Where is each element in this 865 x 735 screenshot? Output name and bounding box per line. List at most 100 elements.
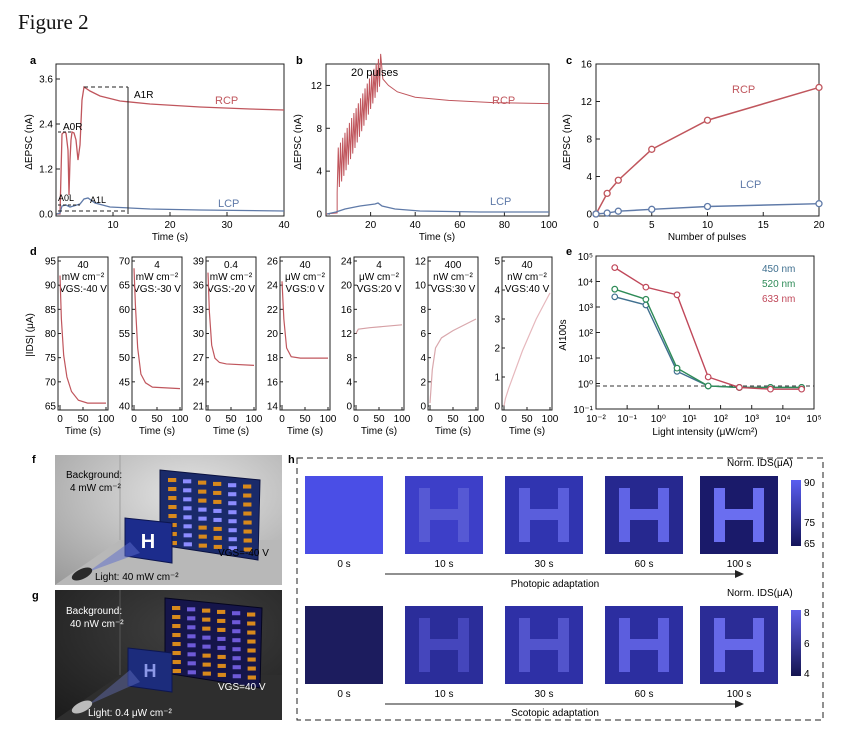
sensor-pixel — [187, 661, 196, 666]
sensor-pixel — [228, 501, 237, 506]
panel-h-frame — [296, 457, 824, 721]
panel-h-image-bg — [305, 606, 383, 684]
sensor-pixel — [198, 525, 207, 530]
panel-c-point-lcp — [614, 207, 622, 215]
panel-h-letter-right — [558, 488, 569, 542]
sensor-pixel — [217, 645, 226, 650]
panel-a-ytick-label: 3.6 — [39, 75, 53, 86]
panel-a-lcp-label: LCP — [218, 198, 239, 210]
panel-a-a0r: A0R — [63, 122, 82, 133]
sensor-pixel — [198, 507, 207, 512]
panel-h-bottom-scale-high: 8 — [804, 608, 810, 619]
sensor-pixel — [172, 615, 181, 620]
panel-e-ytick-label: 10¹ — [579, 354, 594, 365]
panel-f: f H Background: 4 mW cm⁻² VGS=-40 V Ligh… — [32, 454, 282, 585]
panel-d-ytick-label: 16 — [267, 377, 279, 388]
sensor-pixel — [217, 627, 226, 632]
panel-d-xtick-label: 50 — [521, 414, 533, 425]
panel-d-xtick-label: 0 — [205, 414, 211, 425]
panel-a-a1r: A1R — [134, 90, 153, 101]
panel-d-intensity-value: 40 — [521, 260, 533, 271]
panel-a-lcp-curve — [56, 197, 285, 215]
panel-a-rcp-curve — [57, 85, 285, 215]
sensor-pixel — [198, 543, 207, 548]
panel-d-ytick-label: 0 — [494, 402, 500, 413]
panel-c-ylabel: ΔEPSC (nA) — [562, 114, 573, 170]
panel-g-screen-letter: H — [144, 661, 157, 681]
sensor-pixel — [228, 510, 237, 515]
sensor-pixel — [217, 618, 226, 623]
panel-h-letter-left — [519, 488, 530, 542]
panel-h-time-label: 100 s — [727, 689, 751, 700]
panel-b-lcp-curve — [326, 202, 549, 215]
panel-d-ytick-label: 22 — [267, 305, 279, 316]
panel-h-bottom-scale-low: 4 — [804, 669, 810, 680]
panel-e-point — [673, 291, 681, 299]
panel-c-ytick-label: 16 — [581, 60, 593, 71]
panel-d-xtick-label: 0 — [353, 414, 359, 425]
panel-e-ytick-label: 10⁴ — [578, 278, 593, 289]
sensor-pixel — [213, 499, 222, 504]
panel-g-bg-line2: 40 nW cm⁻² — [70, 619, 124, 630]
panel-h-letter-bar — [430, 639, 458, 650]
panel-h-time-label: 100 s — [727, 559, 751, 570]
panel-c-rcp-label: RCP — [732, 84, 755, 96]
panel-d-ytick-label: 70 — [119, 257, 131, 268]
panel-h-letter-right — [558, 618, 569, 672]
figure-title: Figure 2 — [18, 10, 89, 34]
panel-a: a ΔEPSC (nA) 0.0 1.2 2.4 3.6 10 20 30 40 Time … — [24, 55, 290, 243]
panel-d-ytick-label: 24 — [193, 377, 205, 388]
panel-e-point — [642, 295, 650, 303]
panel-e-point — [704, 382, 712, 390]
panel-label-a: a — [30, 55, 37, 67]
panel-d-ytick-label: 27 — [193, 353, 205, 364]
sensor-pixel — [247, 612, 256, 617]
panel-d-intensity-unit: nW cm⁻² — [507, 272, 547, 283]
panel-b-xtick-label: 80 — [499, 220, 511, 231]
panel-d-xtick-label: 50 — [299, 414, 311, 425]
panel-h-letter-bar — [630, 639, 658, 650]
sensor-pixel — [168, 541, 177, 546]
panel-d-vgs: VGS:-30 V — [133, 284, 181, 295]
panel-e-xtick-label: 10⁴ — [775, 414, 790, 425]
sensor-pixel — [202, 635, 211, 640]
panel-d-intensity-unit: mW cm⁻² — [210, 272, 253, 283]
sensor-pixel — [198, 534, 207, 539]
panel-f-bg-line2: 4 mW cm⁻² — [70, 483, 121, 494]
sensor-pixel — [183, 542, 192, 547]
panel-c-xtick-label: 5 — [649, 220, 655, 231]
panel-d-curve — [355, 324, 403, 334]
panel-a-a1l: A1L — [90, 195, 106, 205]
sensor-pixel — [183, 479, 192, 484]
panel-e-xlabel: Light intensity (μW/cm²) — [652, 427, 757, 438]
panel-d-ytick-label: 55 — [119, 329, 131, 340]
panel-h-letter-left — [714, 618, 725, 672]
sensor-pixel — [172, 660, 181, 665]
panel-label-f: f — [32, 454, 36, 466]
panel-g-bg-line1: Background: — [66, 606, 122, 617]
panel-label-h: h — [288, 454, 295, 466]
panel-a-ytick-label: 0.0 — [39, 210, 53, 221]
panel-e-point — [642, 283, 650, 291]
panel-h-time-label: 0 s — [337, 559, 350, 570]
panel-h-bottom-norm-label: Norm. IDS(μA) — [727, 588, 793, 599]
sensor-pixel — [228, 537, 237, 542]
sensor-pixel — [213, 481, 222, 486]
sensor-pixel — [202, 653, 211, 658]
panel-b-lcp-label: LCP — [490, 196, 511, 208]
panel-h-letter-right — [658, 488, 669, 542]
panel-c-ytick-label: 0 — [586, 210, 592, 221]
panel-h-top-arrow-label: Photopic adaptation — [511, 579, 599, 590]
panel-h-letter-left — [619, 488, 630, 542]
panel-d-vgs: VGS:0 V — [286, 284, 325, 295]
panel-h-time-label: 10 s — [435, 689, 454, 700]
panel-h-frame-4: 100 s — [700, 476, 778, 570]
panel-h-letter-right — [753, 488, 764, 542]
panel-h-letter-bar — [530, 639, 558, 650]
panel-b-xtick-label: 20 — [365, 220, 377, 231]
panel-c-point-lcp — [592, 210, 600, 218]
panel-g-light-beam — [88, 670, 140, 705]
panel-h-image-bg — [305, 476, 383, 554]
